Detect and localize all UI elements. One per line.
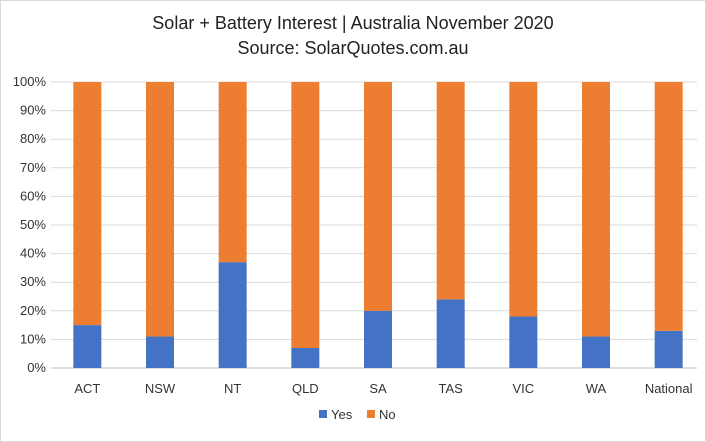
x-tick-label: QLD [292,381,319,396]
y-tick-label: 30% [20,274,46,289]
x-tick-label: National [645,381,693,396]
bar-no-qld [291,82,320,348]
legend-swatch-no [367,410,375,418]
x-tick-label: SA [369,381,387,396]
chart-title: Solar + Battery Interest | Australia Nov… [152,13,554,33]
y-axis: 0% 10% 20% 30% 40% 50% 60% 70% 80% 90% 100% [13,74,47,375]
y-tick-label: 60% [20,188,46,203]
y-tick-label: 40% [20,246,46,261]
title-block: Solar + Battery Interest | Australia Nov… [1,11,705,61]
y-tick-label: 90% [20,103,46,118]
x-tick-label: WA [586,381,607,396]
y-tick-label: 80% [20,131,46,146]
bar-no-act [73,82,102,326]
x-tick-label: VIC [512,381,534,396]
y-tick-label: 70% [20,160,46,175]
bar-no-vic [509,82,538,317]
bar-no-wa [582,82,610,337]
y-tick-label: 0% [27,360,46,375]
bar-yes-qld [291,347,320,368]
bar-yes-nsw [146,336,174,368]
legend-swatch-yes [319,410,327,418]
y-tick-label: 20% [20,303,46,318]
chart-subtitle: Source: SolarQuotes.com.au [237,38,469,58]
x-tick-label: ACT [74,381,100,396]
bars [73,82,683,368]
bar-yes-sa [364,310,392,368]
x-tick-label: NSW [145,381,176,396]
bar-yes-vic [509,316,538,368]
bar-no-nsw [146,82,174,337]
x-tick-label: NT [224,381,241,396]
bar-yes-nt [218,262,247,368]
bar-no-tas [436,82,465,300]
x-axis: ACT NSW NT QLD SA TAS VIC WA National [74,381,692,396]
bar-yes-wa [582,336,610,368]
y-tick-label: 100% [13,74,47,89]
y-tick-label: 50% [20,217,46,232]
bar-yes-national [654,330,683,368]
bar-no-nt [218,82,247,263]
legend-label-yes: Yes [331,407,353,422]
bar-no-sa [364,82,392,311]
bar-yes-tas [436,299,465,368]
y-tick-label: 10% [20,331,46,346]
legend: Yes No [319,407,396,422]
x-tick-label: TAS [439,381,464,396]
bar-no-national [654,82,683,331]
legend-label-no: No [379,407,396,422]
bar-yes-act [73,325,102,368]
